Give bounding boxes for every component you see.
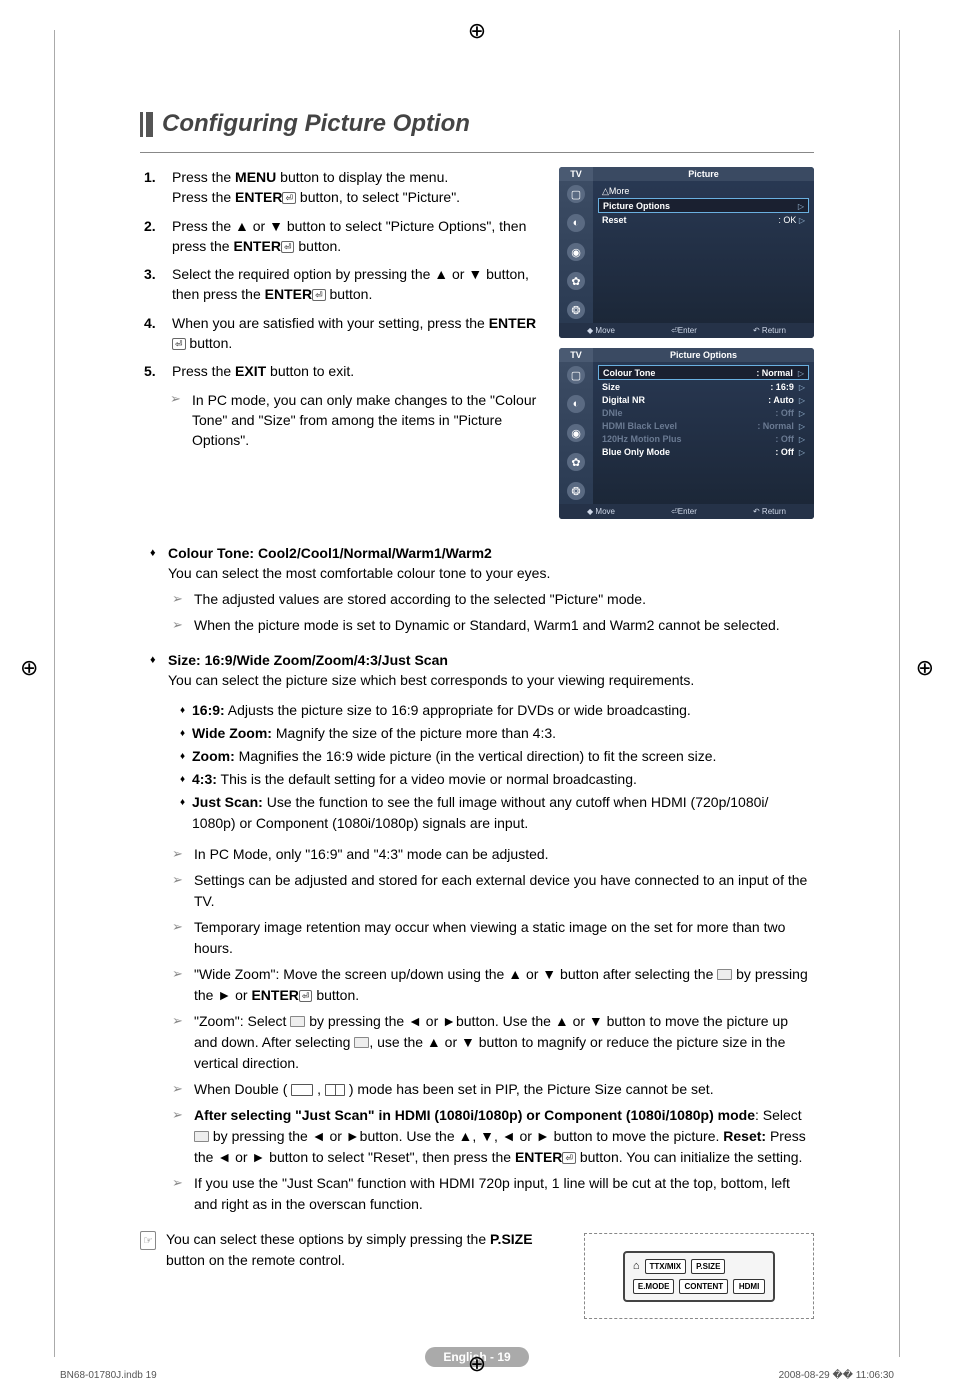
osd-row: Digital NR: Auto ▷ bbox=[598, 393, 809, 406]
remote-diagram: ⌂ TTX/MIX P.SIZE E.MODE CONTENT HDMI bbox=[584, 1233, 814, 1319]
step-5: Press the EXIT button to exit. bbox=[144, 361, 545, 381]
step-4: When you are satisfied with your setting… bbox=[144, 313, 545, 354]
size-note: After selecting "Just Scan" in HDMI (108… bbox=[140, 1105, 814, 1168]
size-note: "Wide Zoom": Move the screen up/down usi… bbox=[140, 964, 814, 1006]
size-option: 4:3: This is the default setting for a v… bbox=[140, 769, 814, 790]
hand-icon: ☞ bbox=[140, 1231, 156, 1250]
osd-title: Picture Options bbox=[593, 348, 814, 362]
footer-meta: BN68-01780J.indb 19 2008-08-29 �� 11:06:… bbox=[60, 1370, 894, 1381]
colour-tone-note: When the picture mode is set to Dynamic … bbox=[140, 615, 814, 636]
channel-icon: ◉ bbox=[567, 424, 585, 442]
remote-emode-button: E.MODE bbox=[633, 1279, 675, 1294]
osd-footer: ◆ Move ⏎Enter ↶ Return bbox=[559, 504, 814, 519]
remote-ttx-button: TTX/MIX bbox=[645, 1259, 687, 1274]
remote-psize-button: P.SIZE bbox=[691, 1259, 725, 1274]
channel-icon: ◉ bbox=[567, 243, 585, 261]
step-2: Press the ▲ or ▼ button to select "Pictu… bbox=[144, 216, 545, 257]
size-note: When Double ( , ) mode has been set in P… bbox=[140, 1079, 814, 1100]
size-note: Temporary image retention may occur when… bbox=[140, 917, 814, 959]
osd-title: Picture bbox=[593, 167, 814, 181]
step-1: Press the MENU button to display the men… bbox=[144, 167, 545, 208]
setup-icon: ✿ bbox=[567, 272, 585, 290]
size-option: 16:9: Adjusts the picture size to 16:9 a… bbox=[140, 700, 814, 721]
size-note: If you use the "Just Scan" function with… bbox=[140, 1173, 814, 1215]
osd-picture-options-menu: TV Picture Options ▢ ◐ ◉ ✿ ❂ Colour Tone… bbox=[559, 348, 814, 519]
osd-source: TV bbox=[559, 348, 593, 362]
psize-note: You can select these options by simply p… bbox=[166, 1229, 574, 1319]
size-option: Wide Zoom: Magnify the size of the pictu… bbox=[140, 723, 814, 744]
sound-icon: ◐ bbox=[567, 214, 585, 232]
osd-row: Blue Only Mode: Off ▷ bbox=[598, 445, 809, 458]
steps-list: Press the MENU button to display the men… bbox=[144, 167, 545, 382]
colour-tone-section: Colour Tone: Cool2/Cool1/Normal/Warm1/Wa… bbox=[140, 543, 814, 584]
crop-mark: ⊕ bbox=[468, 18, 486, 44]
title-underline bbox=[140, 152, 814, 153]
page-border bbox=[54, 30, 55, 1357]
osd-icon-bar: ▢ ◐ ◉ ✿ ❂ bbox=[559, 362, 593, 504]
size-option: Just Scan: Use the function to see the f… bbox=[140, 792, 814, 834]
colour-tone-note: The adjusted values are stored according… bbox=[140, 589, 814, 610]
osd-row: 120Hz Motion Plus: Off ▷ bbox=[598, 432, 809, 445]
osd-row: HDMI Black Level: Normal ▷ bbox=[598, 419, 809, 432]
picture-icon: ▢ bbox=[567, 185, 585, 203]
osd-row: Reset: OK ▷ bbox=[598, 213, 809, 226]
page-title: Configuring Picture Option bbox=[162, 110, 470, 138]
step-note: In PC mode, you can only make changes to… bbox=[140, 390, 545, 451]
remote-hdmi-button: HDMI bbox=[733, 1279, 765, 1294]
osd-picture-menu: TV Picture ▢ ◐ ◉ ✿ ❂ △More Pi bbox=[559, 167, 814, 338]
osd-source: TV bbox=[559, 167, 593, 181]
osd-row: Picture Options ▷ bbox=[598, 198, 809, 213]
picture-icon: ▢ bbox=[567, 366, 585, 384]
osd-row: Colour Tone: Normal ▷ bbox=[598, 365, 809, 380]
input-icon: ❂ bbox=[567, 482, 585, 500]
osd-row: Size: 16:9 ▷ bbox=[598, 380, 809, 393]
osd-row: DNIe: Off ▷ bbox=[598, 406, 809, 419]
title-decor bbox=[140, 112, 143, 137]
sound-icon: ◐ bbox=[567, 395, 585, 413]
crop-mark: ⊕ bbox=[20, 655, 38, 681]
setup-icon: ✿ bbox=[567, 453, 585, 471]
size-note: Settings can be adjusted and stored for … bbox=[140, 870, 814, 912]
remote-content-button: CONTENT bbox=[679, 1279, 728, 1294]
osd-icon-bar: ▢ ◐ ◉ ✿ ❂ bbox=[559, 181, 593, 323]
size-section: Size: 16:9/Wide Zoom/Zoom/4:3/Just Scan … bbox=[140, 650, 814, 691]
osd-more: △More bbox=[598, 184, 809, 198]
size-note: In PC Mode, only "16:9" and "4:3" mode c… bbox=[140, 844, 814, 865]
title-decor bbox=[146, 112, 153, 137]
crop-mark: ⊕ bbox=[916, 655, 934, 681]
input-icon: ❂ bbox=[567, 301, 585, 319]
size-option: Zoom: Magnifies the 16:9 wide picture (i… bbox=[140, 746, 814, 767]
page-border bbox=[899, 30, 900, 1357]
osd-footer: ◆ Move ⏎Enter ↶ Return bbox=[559, 323, 814, 338]
step-3: Select the required option by pressing t… bbox=[144, 264, 545, 305]
size-note: "Zoom": Select by pressing the ◄ or ►but… bbox=[140, 1011, 814, 1074]
